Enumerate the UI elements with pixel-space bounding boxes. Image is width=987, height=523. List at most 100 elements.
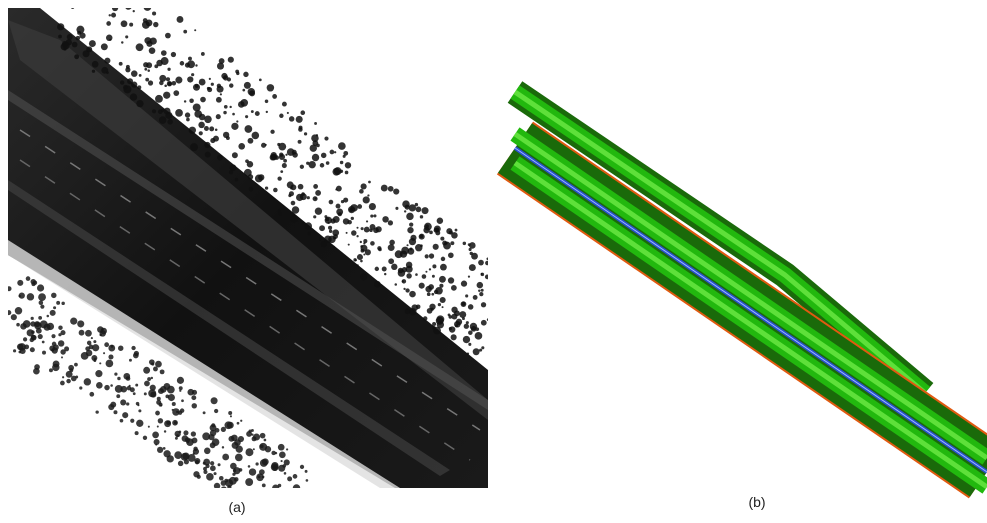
speckle — [149, 47, 156, 54]
speckle — [261, 143, 266, 148]
speckle — [147, 377, 151, 381]
speckle — [307, 196, 310, 199]
speckle — [155, 95, 163, 103]
speckle — [222, 454, 229, 461]
speckle — [313, 184, 318, 189]
speckle — [47, 323, 54, 330]
speckle — [247, 502, 255, 510]
speckle — [178, 411, 182, 415]
speckle — [181, 399, 184, 402]
speckle — [74, 54, 79, 59]
speckle — [136, 100, 143, 107]
speckle — [429, 253, 434, 258]
speckle — [315, 208, 322, 215]
speckle — [305, 222, 312, 229]
speckle — [92, 344, 99, 351]
speckle — [441, 257, 445, 261]
speckle — [229, 83, 233, 87]
speckle — [16, 323, 20, 327]
speckle — [47, 315, 50, 318]
speckle — [478, 289, 480, 291]
speckle — [245, 159, 249, 163]
speckle — [219, 476, 224, 481]
speckle — [419, 283, 425, 289]
speckle — [131, 346, 135, 350]
speckle — [214, 472, 217, 475]
speckle — [431, 293, 434, 296]
speckle — [210, 465, 216, 471]
speckle — [92, 61, 99, 68]
speckle — [287, 112, 289, 114]
speckle — [231, 123, 238, 130]
speckle — [152, 11, 156, 15]
speckle — [253, 434, 260, 441]
speckle — [71, 0, 79, 7]
speckle — [395, 250, 403, 258]
speckle — [259, 79, 262, 82]
speckle — [215, 128, 218, 131]
speckle — [165, 112, 172, 119]
speckle — [468, 330, 473, 335]
speckle — [357, 254, 363, 260]
speckle — [193, 84, 200, 91]
speckle — [280, 170, 283, 173]
speckle — [292, 206, 299, 213]
speckle — [203, 411, 206, 414]
speckle — [245, 115, 248, 118]
speckle — [164, 84, 167, 87]
speckle — [321, 153, 326, 158]
speckle — [382, 266, 387, 271]
speckle — [222, 446, 224, 448]
speckle — [62, 376, 64, 378]
speckle — [18, 351, 21, 354]
speckle — [116, 394, 120, 398]
speckle — [134, 351, 139, 356]
speckle — [260, 459, 268, 467]
speckle — [27, 293, 34, 300]
panel-label: (a) — [228, 499, 245, 515]
speckle — [210, 461, 214, 465]
speckle — [154, 439, 160, 445]
speckle — [279, 152, 283, 156]
speckle — [26, 276, 31, 281]
speckle — [407, 227, 413, 233]
speckle — [60, 381, 65, 386]
speckle — [432, 264, 436, 268]
speckle — [42, 341, 45, 344]
speckle — [433, 327, 441, 335]
speckle — [279, 451, 286, 458]
speckle — [58, 325, 62, 329]
speckle — [442, 241, 447, 246]
speckle — [31, 330, 35, 334]
speckle — [456, 319, 462, 325]
speckle — [210, 138, 215, 143]
speckle — [406, 273, 411, 278]
speckle — [66, 379, 71, 384]
speckle — [122, 412, 128, 418]
speckle — [357, 204, 362, 209]
speckle — [316, 134, 318, 136]
speckle — [357, 264, 359, 266]
speckle — [370, 224, 376, 230]
speckle — [42, 351, 46, 355]
speckle — [160, 386, 167, 393]
speckle — [429, 268, 431, 270]
speckle — [470, 323, 477, 330]
speckle — [481, 320, 487, 326]
speckle — [108, 2, 114, 8]
speckle — [271, 152, 277, 158]
speckle — [451, 334, 457, 340]
speckle — [313, 215, 316, 218]
speckle — [56, 301, 60, 305]
speckle — [308, 232, 312, 236]
speckle — [163, 447, 166, 450]
speckle — [136, 402, 140, 406]
speckle — [402, 200, 410, 208]
speckle — [477, 282, 483, 288]
speckle — [31, 279, 36, 284]
speckle — [221, 486, 227, 492]
speckle — [255, 175, 263, 183]
speckle — [463, 242, 466, 245]
speckle — [6, 286, 11, 291]
speckle — [361, 183, 367, 189]
